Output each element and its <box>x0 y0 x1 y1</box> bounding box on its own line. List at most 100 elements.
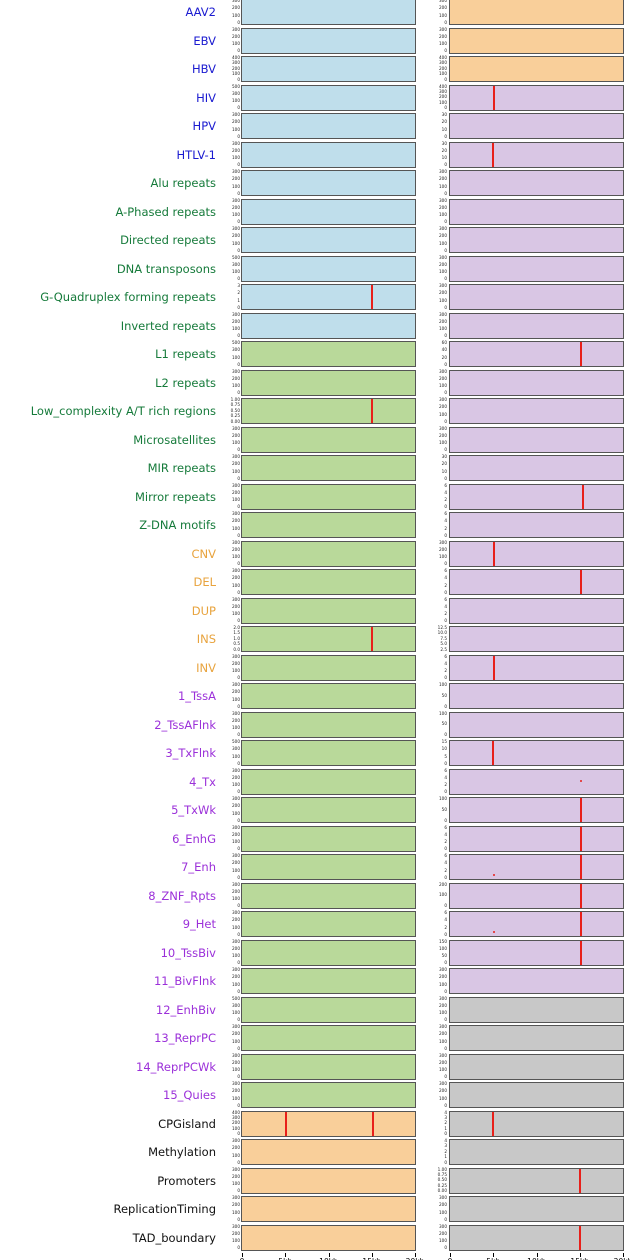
track-panel-right <box>449 1025 624 1051</box>
track-panel-left <box>241 1082 416 1108</box>
y-tick-label: 0 <box>237 675 240 681</box>
y-axis-ticks-left: 300 200 100 0 <box>218 711 240 739</box>
y-axis-ticks-left: 500 300 100 0 <box>218 340 240 368</box>
y-tick-label: 200 <box>439 974 447 980</box>
y-tick-label: 2.5 <box>440 646 447 652</box>
track-panel-left <box>241 369 416 396</box>
y-tick-label: 500 <box>232 254 240 260</box>
x-tick-label: 5kb <box>278 1257 292 1260</box>
track-panel-left <box>241 1224 416 1251</box>
track-row: 8_ZNF_Rpts 300 200 100 0 200 100 0 <box>0 882 630 910</box>
track-label: ReplicationTiming <box>113 1202 217 1216</box>
y-axis-ticks-left: 300 200 100 0 <box>218 853 240 881</box>
y-tick-label: 100 <box>232 269 240 275</box>
y-tick-label: 200 <box>232 1145 240 1151</box>
y-tick-label: 0 <box>237 1245 240 1251</box>
y-axis-ticks-right: 1.00 0.75 0.50 0.25 0.00 <box>425 1167 447 1195</box>
track-row: 2_TssAFlnk 300 200 100 0 100 50 0 <box>0 711 630 739</box>
track-label: 3_TxFlnk <box>165 746 216 760</box>
track-panel-left <box>241 569 416 595</box>
track-panel-right <box>449 426 624 453</box>
y-tick-label: 0 <box>237 817 240 823</box>
y-tick-label: 2 <box>444 1120 447 1126</box>
y-tick-label: 100 <box>232 354 240 360</box>
y-tick-label: 100 <box>439 1209 447 1215</box>
y-tick-label: 300 <box>232 746 240 752</box>
y-tick-label: 40 <box>441 347 447 353</box>
track-panel-left <box>241 968 416 994</box>
track-label: 12_EnhBiv <box>155 1002 216 1017</box>
y-tick-label: 0.5 <box>233 641 240 647</box>
y-tick-label: 300 <box>232 767 240 773</box>
y-axis-ticks-left: 300 200 100 0 <box>218 169 240 197</box>
track-label: L2 repeats <box>155 375 216 390</box>
y-tick-label: 100 <box>232 839 240 845</box>
track-label: INV <box>196 660 216 675</box>
y-tick-label: 1.00 <box>437 1166 447 1172</box>
y-tick-label: 0 <box>444 1216 447 1222</box>
track-panel-left <box>241 797 416 823</box>
y-tick-label: 400 <box>232 1109 240 1115</box>
y-tick-label: 0 <box>237 304 240 310</box>
y-tick-label: 200 <box>232 518 240 524</box>
track-label: 10_TssBiv <box>160 945 216 960</box>
y-tick-label: 100 <box>439 326 447 332</box>
y-tick-label: 300 <box>232 596 240 602</box>
track-row: AAV2 300 200 100 0 300 200 100 0 <box>0 0 630 26</box>
track-panel-left <box>241 1139 416 1165</box>
track-panel-left <box>241 170 416 196</box>
y-tick-label: 3 <box>444 1143 447 1149</box>
track-panel-left <box>241 227 416 253</box>
y-tick-label: 0 <box>444 76 447 82</box>
y-tick-label: 300 <box>439 226 447 231</box>
y-tick-label: 300 <box>232 539 240 545</box>
y-axis-ticks-right: 400 300 200 100 0 <box>425 84 447 112</box>
track-row: 10_TssBiv 300 200 100 0 150 100 50 0 <box>0 939 630 967</box>
y-axis-ticks-left: 300 200 100 0 <box>218 910 240 938</box>
y-tick-label: 50 <box>441 721 447 727</box>
y-axis-ticks-right: 300 200 100 0 <box>425 996 447 1024</box>
y-tick-label: 200 <box>232 1230 240 1236</box>
y-tick-label: 100 <box>439 710 447 716</box>
track-row: 9_Het 300 200 100 0 6 4 2 0 <box>0 910 630 938</box>
track-row: HBV 400 300 200 100 0 400 300 200 100 0 <box>0 55 630 83</box>
y-tick-label: 0 <box>444 418 447 424</box>
y-tick-label: 300 <box>439 425 447 431</box>
y-tick-label: 200 <box>232 546 240 552</box>
track-row: 7_Enh 300 200 100 0 6 4 2 0 <box>0 853 630 881</box>
y-tick-label: 200 <box>232 1031 240 1037</box>
y-tick-label: 300 <box>439 397 447 402</box>
y-tick-label: 100 <box>232 810 240 816</box>
data-spike <box>285 1111 288 1136</box>
y-axis-ticks-right: 300 200 100 0 <box>425 198 447 226</box>
y-tick-label: 6 <box>444 853 447 858</box>
y-tick-label: 2.0 <box>233 625 240 630</box>
y-tick-label: 0 <box>237 589 240 595</box>
track-row: Alu repeats 300 200 100 0 300 200 100 0 <box>0 169 630 197</box>
y-tick-label: 0 <box>237 1131 240 1137</box>
y-tick-label: 300 <box>232 90 240 96</box>
y-tick-label: 15 <box>441 739 447 744</box>
y-tick-label: 200 <box>232 176 240 182</box>
y-tick-label: 100 <box>439 240 447 246</box>
track-panel-left <box>241 341 416 367</box>
y-tick-label: 200 <box>232 432 240 438</box>
data-spike <box>371 1111 374 1136</box>
data-point <box>493 931 496 934</box>
y-axis-ticks-left: 300 200 100 0 <box>218 682 240 710</box>
y-tick-label: 100 <box>439 682 447 687</box>
track-panel-right <box>449 939 624 966</box>
y-tick-label: 6 <box>444 511 447 516</box>
track-label: L1 repeats <box>155 347 216 361</box>
data-spike <box>492 741 495 765</box>
y-tick-label: 0 <box>444 988 447 994</box>
y-tick-label: 200 <box>439 318 447 324</box>
track-label: DEL <box>193 575 216 589</box>
y-tick-label: 100 <box>439 1067 447 1073</box>
y-tick-label: 300 <box>232 1195 240 1200</box>
y-axis-ticks-left: 300 200 100 0 <box>218 939 240 967</box>
y-tick-label: 0 <box>444 931 447 937</box>
data-spike <box>579 912 582 936</box>
data-spike <box>582 484 585 509</box>
